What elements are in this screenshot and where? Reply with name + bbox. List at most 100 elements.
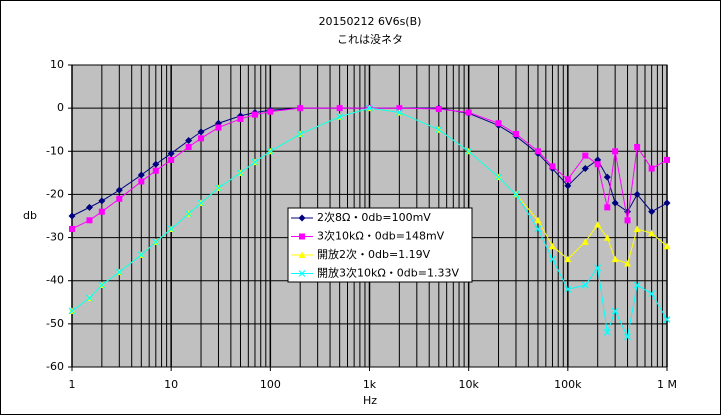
marker: [298, 270, 306, 277]
marker: [299, 233, 305, 240]
legend-box: [287, 207, 473, 283]
marker: [185, 137, 193, 144]
marker: [298, 214, 306, 222]
marker: [582, 152, 589, 159]
marker: [603, 234, 611, 241]
marker: [594, 221, 602, 228]
marker: [215, 124, 222, 131]
marker: [564, 176, 571, 183]
y-tick-label: -60: [46, 360, 64, 373]
marker: [98, 208, 105, 215]
marker: [534, 225, 542, 233]
x-tick-label: 1 M: [657, 378, 677, 391]
marker: [465, 147, 473, 155]
marker: [604, 204, 611, 211]
marker: [237, 115, 244, 122]
marker: [297, 105, 304, 112]
x-tick-label: 1: [69, 378, 76, 391]
marker: [251, 111, 258, 118]
marker: [603, 173, 611, 181]
marker: [612, 148, 619, 155]
legend-label: 開放3次10kΩ・0db=1.33V: [317, 266, 459, 280]
marker: [611, 307, 619, 315]
marker: [237, 169, 244, 177]
marker: [266, 147, 274, 155]
marker: [564, 182, 572, 190]
marker: [115, 186, 123, 194]
marker: [512, 131, 519, 138]
marker: [663, 316, 671, 323]
marker: [633, 190, 641, 198]
legend-label: 3次10kΩ・0db=148mV: [317, 229, 445, 243]
x-tick-label: 1k: [363, 378, 377, 391]
marker: [185, 210, 193, 218]
marker: [633, 281, 641, 289]
marker: [168, 156, 175, 163]
marker: [624, 259, 632, 267]
marker: [267, 108, 274, 115]
marker: [68, 212, 76, 220]
y-tick-label: -20: [46, 187, 64, 200]
marker: [465, 109, 472, 116]
marker: [152, 160, 160, 168]
marker: [534, 148, 541, 155]
marker: [648, 165, 655, 172]
x-tick-label: 100k: [554, 378, 582, 391]
marker: [86, 294, 93, 302]
marker: [86, 217, 93, 224]
marker: [395, 109, 403, 116]
y-tick-label: -50: [46, 317, 64, 330]
marker: [534, 216, 542, 224]
marker: [664, 156, 670, 163]
marker: [152, 238, 160, 246]
marker: [336, 105, 343, 112]
marker: [396, 105, 403, 112]
marker: [581, 238, 589, 245]
y-tick-label: 0: [57, 101, 64, 114]
x-tick-label: 10: [164, 378, 178, 391]
marker: [197, 199, 205, 207]
marker: [594, 161, 601, 168]
marker: [495, 120, 502, 127]
marker: [366, 104, 373, 112]
marker: [69, 225, 75, 232]
marker: [152, 167, 159, 174]
x-tick-label: 100: [260, 378, 281, 391]
marker: [167, 149, 175, 157]
marker: [648, 229, 656, 237]
marker: [98, 281, 106, 289]
marker: [336, 113, 344, 121]
legend-label: 2次8Ω・0db=100mV: [317, 210, 431, 224]
marker: [435, 106, 442, 113]
marker: [296, 130, 304, 138]
marker: [137, 251, 145, 259]
x-axis-label: Hz: [363, 394, 377, 407]
legend-label: 開放2次・0db=1.19V: [317, 247, 431, 261]
marker: [512, 191, 520, 198]
marker: [549, 163, 556, 170]
marker: [624, 333, 631, 341]
marker: [138, 178, 145, 185]
marker: [435, 126, 443, 134]
y-tick-label: -30: [46, 231, 64, 244]
marker: [594, 264, 602, 272]
marker: [197, 128, 205, 136]
y-tick-label: -40: [46, 274, 64, 287]
marker: [167, 225, 175, 233]
marker: [548, 242, 556, 250]
marker: [663, 199, 671, 207]
marker: [116, 195, 123, 202]
marker: [564, 285, 572, 293]
marker: [611, 199, 619, 207]
marker: [98, 197, 106, 205]
chart-subtitle: これは没ネタ: [337, 33, 403, 46]
y-axis-label: db: [23, 209, 37, 222]
marker: [215, 184, 222, 192]
marker: [581, 165, 589, 173]
marker: [611, 255, 619, 263]
marker: [185, 143, 192, 150]
marker: [68, 307, 76, 315]
marker: [85, 203, 93, 211]
marker: [298, 251, 306, 258]
